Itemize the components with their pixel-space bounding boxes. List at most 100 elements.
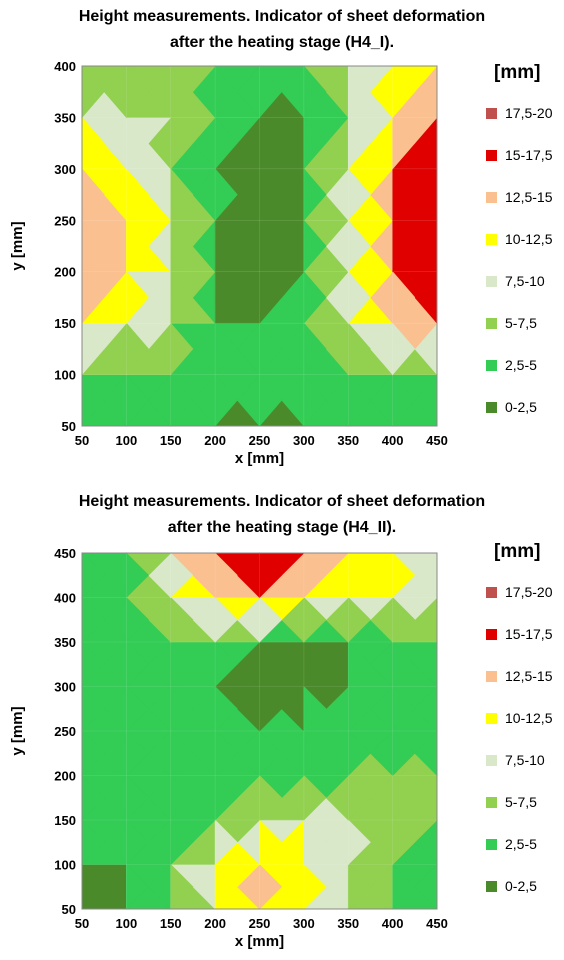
legend-label: 10-12,5 [505, 710, 553, 726]
legend-item: 7,5-10 [486, 270, 564, 292]
contour-cell [303, 774, 327, 821]
x-tick-label: 250 [249, 433, 271, 448]
contour-cell [347, 774, 371, 821]
x-tick-label: 350 [337, 916, 359, 931]
contour-cell [303, 685, 327, 732]
contour-cell [347, 730, 371, 777]
contour-cell [214, 65, 238, 119]
legend-swatch [486, 754, 497, 766]
legend-swatch [486, 838, 497, 850]
contour-cell [347, 373, 371, 427]
contour-cell [347, 685, 371, 732]
legend-item: 2,5-5 [486, 833, 564, 855]
y-tick-label: 100 [54, 368, 76, 383]
contour-cell [347, 322, 371, 376]
contour-cell [392, 373, 416, 427]
y-tick-label: 150 [54, 813, 76, 828]
x-axis-label: x [mm] [235, 933, 284, 950]
contour-cell [303, 168, 327, 222]
contour-cell [259, 219, 283, 273]
y-axis-label: y [mm] [9, 706, 26, 755]
y-tick-label: 350 [54, 110, 76, 125]
legend-label: 12,5-15 [505, 189, 553, 205]
contour-cell [303, 552, 327, 599]
legend-swatch [486, 149, 497, 161]
contour-cell [347, 863, 371, 910]
chart-title: Height measurements. Indicator of sheet … [0, 4, 564, 56]
contour-cell [170, 863, 194, 910]
legend-item: 5-7,5 [486, 312, 564, 334]
legend-label: 2,5-5 [505, 836, 537, 852]
legend-label: 7,5-10 [505, 752, 545, 768]
y-tick-label: 400 [54, 591, 76, 606]
contour-cell [347, 819, 371, 866]
legend-item: 12,5-15 [486, 186, 564, 208]
legend-swatch [486, 191, 497, 203]
contour-cell [126, 270, 149, 324]
contour-cell [126, 819, 149, 866]
legend-swatch [486, 586, 497, 598]
contour-cell [392, 641, 416, 688]
contour-cell [126, 641, 149, 688]
chart-h4-i: Height measurements. Indicator of sheet … [0, 0, 564, 470]
x-tick-label: 200 [204, 433, 226, 448]
contour-cell [214, 168, 238, 222]
contour-cell [214, 322, 238, 376]
x-tick-label: 300 [293, 916, 315, 931]
contour-cell [126, 863, 149, 910]
legend-item: 17,5-20 [486, 102, 564, 124]
contour-cell [347, 168, 371, 222]
chart-title-line-2: after the heating stage (H4_II). [167, 519, 397, 536]
contour-cell [259, 685, 283, 732]
legend: [mm] 17,5-20 15-17,5 12,5-15 10-12,5 7,5-10 5… [486, 541, 564, 917]
chart-title-line-1: Height measurements. Indicator of sheet … [78, 8, 486, 25]
chart-title-line-2: after the heating stage (H4_I). [169, 34, 395, 51]
contour-cell [126, 168, 149, 222]
contour-cell [170, 116, 194, 170]
legend-item: 12,5-15 [486, 665, 564, 687]
contour-cell [259, 819, 283, 866]
legend-item: 7,5-10 [486, 749, 564, 771]
contour-cell [259, 863, 283, 910]
contour-cell [392, 168, 416, 222]
legend-item: 15-17,5 [486, 144, 564, 166]
contour-cell [303, 863, 327, 910]
contour-cell [214, 270, 238, 324]
y-tick-label: 300 [54, 162, 76, 177]
contour-cell [126, 596, 149, 643]
legend-swatch [486, 880, 497, 892]
contour-cell [392, 774, 416, 821]
legend-item: 5-7,5 [486, 791, 564, 813]
contour-cell [214, 685, 238, 732]
contour-cell [259, 552, 283, 599]
contour-cell [259, 774, 283, 821]
x-tick-label: 300 [293, 433, 315, 448]
legend-label: 7,5-10 [505, 273, 545, 289]
contour-cell [259, 730, 283, 777]
y-tick-label: 450 [54, 546, 76, 561]
y-tick-label: 100 [54, 858, 76, 873]
contour-cell [259, 322, 283, 376]
contour-cell [347, 219, 371, 273]
contour-cell [392, 322, 416, 376]
contour-cell [126, 373, 149, 427]
contour-cell [303, 116, 327, 170]
x-tick-label: 200 [204, 916, 226, 931]
legend-swatch [486, 401, 497, 413]
contour-cell [214, 596, 238, 643]
legend-label: 17,5-20 [505, 105, 553, 121]
legend-label: 0-2,5 [505, 878, 537, 894]
contour-cell [214, 116, 238, 170]
x-tick-label: 100 [116, 916, 138, 931]
contour-cell [303, 641, 327, 688]
legend-label: 12,5-15 [505, 668, 553, 684]
legend-item: 2,5-5 [486, 354, 564, 376]
contour-cell [214, 373, 238, 427]
y-tick-label: 300 [54, 680, 76, 695]
y-tick-label: 200 [54, 265, 76, 280]
contour-cell [347, 116, 371, 170]
contour-cell [126, 685, 149, 732]
legend-swatch [486, 796, 497, 808]
legend-swatch [486, 359, 497, 371]
contour-cell [392, 863, 416, 910]
